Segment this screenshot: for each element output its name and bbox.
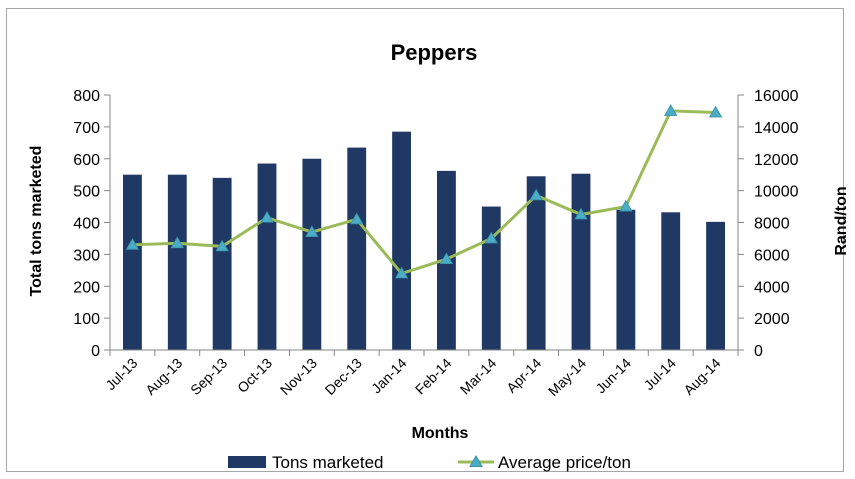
y2-tick-label: 0 bbox=[754, 343, 763, 360]
price-marker bbox=[708, 105, 723, 118]
x-axis-label: Months bbox=[412, 425, 469, 442]
y2-tick-label: 2000 bbox=[754, 311, 790, 328]
x-tick-label: Dec-13 bbox=[322, 355, 365, 398]
y2-tick-label: 4000 bbox=[754, 279, 790, 296]
bar bbox=[123, 174, 142, 350]
legend-swatch-tons bbox=[228, 456, 266, 468]
legend-label-tons: Tons marketed bbox=[272, 453, 384, 472]
bar bbox=[392, 131, 411, 350]
x-tick-label: Mar-14 bbox=[457, 355, 500, 398]
legend-swatch-price-marker bbox=[469, 454, 483, 467]
y-tick-label: 800 bbox=[73, 88, 100, 105]
y2-tick-label: 14000 bbox=[754, 120, 799, 137]
chart-title: Peppers bbox=[391, 40, 478, 65]
y2-tick-label: 12000 bbox=[754, 152, 799, 169]
price-marker bbox=[529, 188, 543, 201]
y-tick-label: 500 bbox=[73, 184, 100, 201]
legend: Tons marketed Average price/ton bbox=[228, 453, 631, 472]
bar bbox=[706, 221, 725, 350]
bar bbox=[167, 174, 187, 350]
y-tick-label: 400 bbox=[73, 216, 100, 233]
x-tick-label: Jun-14 bbox=[592, 355, 634, 397]
price-marker bbox=[170, 236, 184, 249]
price-marker bbox=[394, 266, 409, 279]
price-marker bbox=[350, 212, 364, 225]
price-marker bbox=[484, 231, 498, 244]
x-tick-label: Aug-13 bbox=[142, 355, 185, 398]
price-marker bbox=[125, 238, 140, 250]
price-marker bbox=[260, 210, 274, 223]
y-tick-label: 300 bbox=[73, 247, 100, 264]
x-tick-label: Nov-13 bbox=[277, 355, 320, 398]
y2-tick-label: 10000 bbox=[754, 184, 799, 201]
chart-frame bbox=[6, 8, 844, 472]
y-tick-label: 700 bbox=[73, 120, 100, 137]
price-line bbox=[132, 109, 716, 276]
x-tick-label: Apr-14 bbox=[503, 355, 544, 396]
y-tick-label: 0 bbox=[91, 343, 100, 360]
y-axis-label: Total tons marketed bbox=[28, 146, 45, 297]
x-tick-label: Jan-14 bbox=[368, 355, 410, 397]
x-tick-label: May-14 bbox=[545, 355, 589, 399]
bar bbox=[526, 176, 546, 350]
x-tick-label: Jul-14 bbox=[641, 355, 679, 393]
bar bbox=[571, 173, 591, 350]
bar bbox=[481, 206, 501, 350]
x-tick-label: Oct-13 bbox=[234, 355, 275, 396]
y2-tick-label: 16000 bbox=[754, 88, 799, 105]
bar bbox=[212, 177, 232, 350]
y-tick-label: 100 bbox=[73, 311, 100, 328]
y-tick-label: 200 bbox=[73, 279, 100, 296]
price-marker bbox=[215, 239, 229, 252]
price-marker bbox=[664, 104, 678, 116]
price-marker bbox=[439, 252, 454, 265]
x-tick-label: Jul-13 bbox=[102, 355, 140, 393]
x-tick-label: Sep-13 bbox=[187, 355, 230, 398]
price-marker bbox=[574, 207, 588, 220]
y2-tick-label: 8000 bbox=[754, 216, 790, 233]
bar bbox=[302, 158, 322, 350]
price-marker bbox=[619, 199, 633, 212]
bar bbox=[616, 209, 636, 350]
bar bbox=[257, 163, 277, 350]
y2-tick-label: 6000 bbox=[754, 247, 790, 264]
y-tick-label: 600 bbox=[73, 152, 100, 169]
x-tick-label: Feb-14 bbox=[412, 355, 455, 398]
y2-axis-label: Rand/ton bbox=[833, 186, 850, 255]
bar bbox=[661, 212, 681, 350]
legend-label-price: Average price/ton bbox=[498, 453, 631, 472]
x-tick-label: Aug-14 bbox=[680, 355, 723, 398]
bar bbox=[347, 147, 367, 350]
price-marker bbox=[305, 225, 319, 237]
